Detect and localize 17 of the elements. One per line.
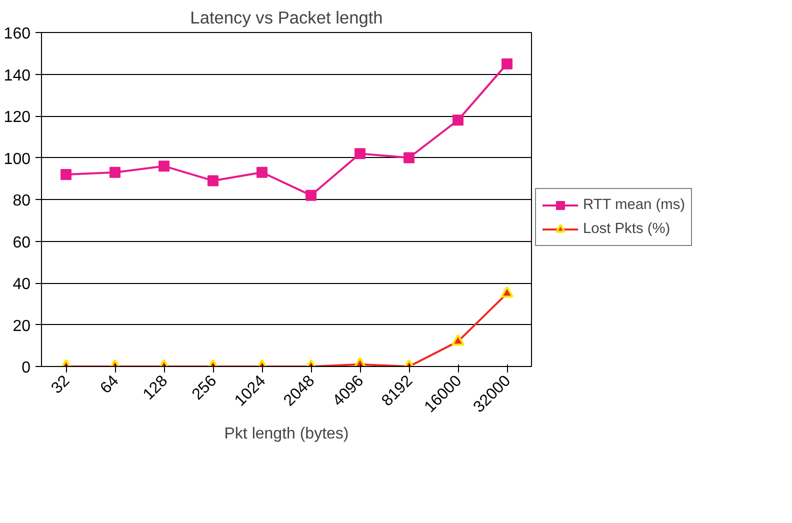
x-tick-label: 32 [48,372,74,398]
y-tick-label: 40 [12,276,31,293]
y-tick-label: 160 [4,26,31,42]
y-tick-label: 80 [12,192,31,210]
y-tick-label: 0 [22,360,31,376]
x-tick-label: 256 [189,372,220,404]
x-tick-label: 128 [140,372,172,404]
y-tick-label: 60 [12,234,31,252]
y-tick-label: 20 [12,318,31,335]
legend-label: Lost Pkts (%) [583,221,670,237]
x-axis-title: Pkt length (bytes) [224,425,349,442]
chart-title: Latency vs Packet length [190,8,383,28]
x-tick-label: 64 [97,372,122,398]
y-tick-label: 100 [4,150,31,168]
legend-label: RTT mean (ms) [583,197,686,213]
y-tick-label: 120 [4,109,31,126]
y-tick-label: 140 [4,67,31,84]
